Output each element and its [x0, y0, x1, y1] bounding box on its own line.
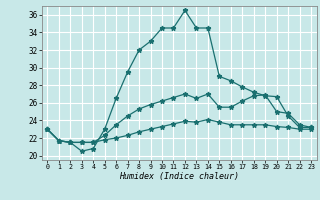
X-axis label: Humidex (Indice chaleur): Humidex (Indice chaleur) [119, 172, 239, 181]
